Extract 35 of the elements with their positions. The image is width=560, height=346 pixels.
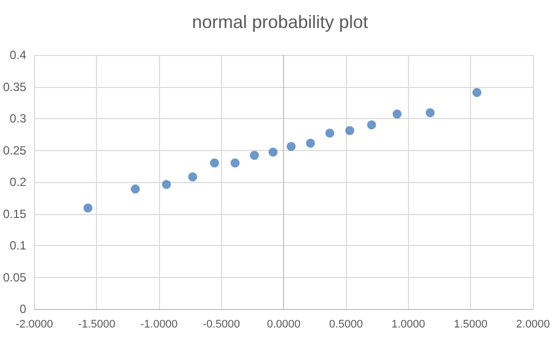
point [286,142,296,151]
x-tick-label: -2.0000 [16,318,54,330]
point [230,158,240,168]
y-tick-label: 0 [20,302,27,316]
chart-title: normal probability plot [192,12,368,32]
x-tick-label: -0.5000 [202,318,240,330]
x-tick-label: 1.5000 [454,318,488,330]
point [306,138,315,148]
point [426,108,435,118]
point [83,204,92,213]
x-tick-label: -1.0000 [140,318,178,330]
point [210,158,219,168]
point [367,120,376,130]
x-tick-label: 2.0000 [516,318,550,330]
point [345,126,354,136]
x-tick-label: 0.0000 [266,318,301,330]
x-tick-label: 1.0000 [392,318,426,330]
point [162,180,171,190]
y-tick-label: 0.35 [2,80,27,94]
point [268,148,278,157]
point [188,172,198,182]
point [325,128,334,138]
y-tick-label: 0.05 [2,270,27,284]
x-tick-label: 0.5000 [329,318,363,330]
point [472,88,482,97]
x-tick-label: -1.5000 [78,318,116,330]
y-tick-label: 0.15 [2,206,27,221]
point [392,110,402,119]
y-tick-label: 0.3 [10,112,27,126]
point [130,184,140,194]
y-tick-label: 0.1 [10,238,27,252]
point [250,150,259,160]
y-tick-label: 0.25 [2,143,27,158]
y-tick-label: 0.4 [10,48,27,62]
y-tick-label: 0.2 [10,175,27,189]
